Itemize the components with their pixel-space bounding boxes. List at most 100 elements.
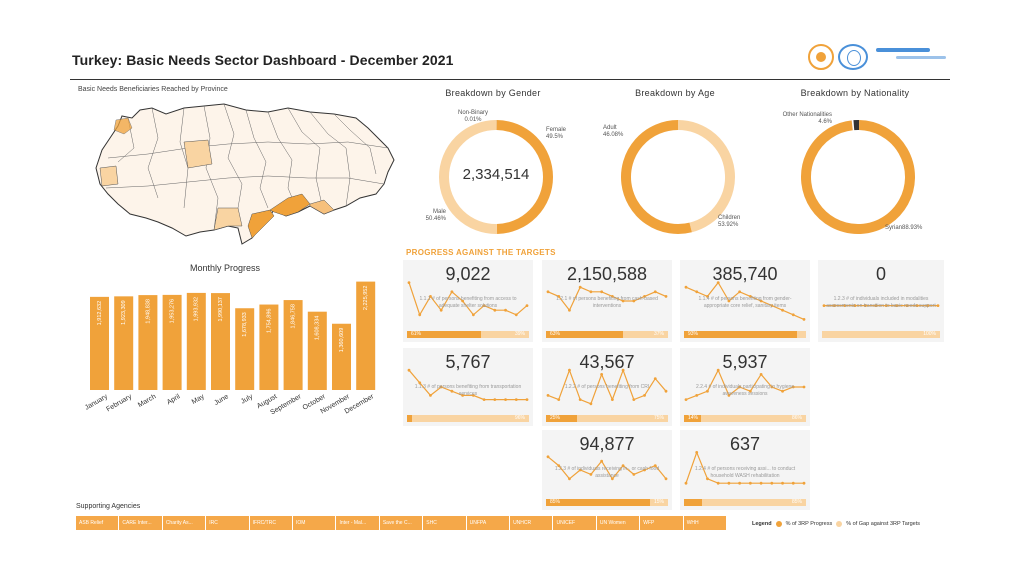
monthly-bar-value-label: 1,360,609 xyxy=(339,328,345,352)
monthly-bar xyxy=(90,296,109,390)
legend: Legend % of 3RP Progress % of Gap agains… xyxy=(752,521,920,527)
indicator-card[interactable]: 5,767 1.1.3 # of persons benefiting from … xyxy=(403,348,533,426)
monthly-bar-value-label: 1,923,309 xyxy=(121,300,127,324)
indicator-card[interactable]: 9,022 1.1.1 # of persons benefiting from … xyxy=(403,260,533,342)
indicator-progress-bar: 85% 15% xyxy=(546,499,668,506)
indicator-gap-pct: 96% xyxy=(514,415,525,421)
indicator-description: 1.2.3 # of individuals included in modal… xyxy=(826,296,936,309)
agency-item[interactable]: Inter - Mal... xyxy=(336,516,379,530)
agency-item[interactable]: Charity As... xyxy=(162,516,206,530)
monthly-bar xyxy=(138,295,158,390)
monthly-bar xyxy=(332,323,351,390)
indicator-trend-chart xyxy=(407,368,529,401)
agency-item[interactable]: Save the C... xyxy=(379,516,423,530)
indicator-card[interactable]: 637 1.2.4 # of persons receiving assi... … xyxy=(680,430,810,510)
indicator-trend-chart xyxy=(684,450,806,485)
indicator-gap-pct: 37% xyxy=(653,331,664,337)
agency-item[interactable]: UNICEF xyxy=(553,516,596,530)
indicator-progress-bar: 14% 86% xyxy=(684,415,806,422)
monthly-bar xyxy=(162,294,182,390)
monthly-bar xyxy=(259,304,279,390)
donut-slice xyxy=(677,120,735,233)
indicator-progress-bar: 85% xyxy=(684,499,806,506)
indicator-value: 43,567 xyxy=(579,352,635,372)
progress-section-title: PROGRESS AGAINST THE TARGETS xyxy=(406,248,556,257)
monthly-bar-value-label: 1,990,137 xyxy=(218,297,224,321)
gender-female-label: Female 49.5% xyxy=(546,127,567,141)
indicator-description: 1.2.2 # of persons benefiting from CRI xyxy=(564,384,650,390)
gender-male-label: Male 50.46% xyxy=(425,209,446,223)
map-highlight-izmir xyxy=(99,165,119,187)
legend-label: Legend xyxy=(752,521,772,527)
monthly-bar xyxy=(235,308,255,390)
turkey-province-map[interactable] xyxy=(88,98,398,248)
gender-breakdown-title: Breakdown by Gender xyxy=(445,88,541,98)
agency-item[interactable]: CARE Inter... xyxy=(119,516,162,530)
agency-item[interactable]: UN Women xyxy=(596,516,640,530)
indicator-trend-chart xyxy=(546,455,668,481)
indicator-progress-pct: 61% xyxy=(411,331,422,337)
monthly-bar xyxy=(356,281,376,390)
indicator-progress-bar: 61% 39% xyxy=(407,331,529,338)
indicator-progress-pct: 25% xyxy=(550,415,561,421)
map-highlight-gaziantep xyxy=(269,193,311,217)
indicator-progress-pct: 85% xyxy=(550,499,561,505)
monthly-category-label: April xyxy=(166,393,182,406)
agency-item[interactable]: IRC xyxy=(206,516,249,530)
legend-progress-label: % of 3RP Progress xyxy=(785,521,833,527)
indicator-progress-pct: 14% xyxy=(688,415,699,421)
agency-item[interactable]: IOM xyxy=(293,516,336,530)
monthly-progress-title: Monthly Progress xyxy=(190,263,261,273)
monthly-category-label: February xyxy=(105,393,133,413)
map-title: Basic Needs Beneficiaries Reached by Pro… xyxy=(78,86,228,93)
un-logo-icon xyxy=(838,44,868,70)
indicator-gap-pct: 75% xyxy=(653,415,664,421)
map-highlight-ankara xyxy=(183,139,213,169)
indicator-trend-chart xyxy=(546,285,668,312)
indicator-card[interactable]: 94,877 1.2.3 # of individuals receiving i… xyxy=(542,430,672,510)
agency-item[interactable]: WFP xyxy=(640,516,683,530)
legend-progress-swatch xyxy=(775,521,782,527)
monthly-bar-value-label: 1,993,932 xyxy=(194,297,200,321)
indicator-card[interactable]: 2,150,588 1.2.1 # of persons benefiting f… xyxy=(542,260,672,342)
agency-item[interactable]: UNHCR xyxy=(510,516,553,530)
indicator-progress-bar: 100% xyxy=(822,331,940,338)
age-adult-label: Adult 46.08% xyxy=(603,125,624,139)
indicator-gap-pct: 39% xyxy=(514,331,525,337)
agency-item[interactable]: SHC xyxy=(423,516,466,530)
monthly-bar-value-label: 1,953,276 xyxy=(170,299,176,323)
monthly-category-label: March xyxy=(137,393,157,409)
monthly-bar-value-label: 1,948,838 xyxy=(145,299,151,323)
indicator-value: 9,022 xyxy=(445,264,491,284)
agency-item[interactable]: IFRC/TRC xyxy=(249,516,293,530)
agency-item[interactable]: UNFPA xyxy=(466,516,510,530)
age-breakdown-title: Breakdown by Age xyxy=(635,88,715,98)
agencies-list: ASB Relief CARE Inter... Charity As... I… xyxy=(76,516,727,530)
age-children-label: Children 53.92% xyxy=(718,215,741,229)
indicator-card[interactable]: 43,567 1.2.2 # of persons benefiting from… xyxy=(542,348,672,426)
map-highlight-sanliurfa xyxy=(309,199,335,215)
indicator-progress-bar: 25% 75% xyxy=(546,415,668,422)
indicator-trend-chart xyxy=(546,368,668,406)
indicator-description: 1.1.1 # of persons benefiting from acces… xyxy=(419,296,517,309)
legend-gap-label: % of Gap against 3RP Targets xyxy=(846,521,921,527)
indicator-card[interactable]: 385,740 1.1.4 # of persons benefiting fro… xyxy=(680,260,810,342)
agency-item[interactable]: WHH xyxy=(683,516,727,530)
nationality-syrian-label: Syrian88.93% xyxy=(885,225,923,231)
indicator-description: 1.1.3 # of persons benefiting from trans… xyxy=(414,384,522,397)
agency-item[interactable]: ASB Relief xyxy=(76,516,119,530)
gender-donut-chart xyxy=(439,119,553,234)
donut-slice xyxy=(439,120,498,234)
indicator-card[interactable]: 5,937 2.2.4 # of individuals participatin… xyxy=(680,348,810,426)
monthly-bar-value-label: 2,225,952 xyxy=(363,286,369,310)
monthly-bar-value-label: 1,754,896 xyxy=(266,309,272,333)
map-highlight-hatay xyxy=(247,209,275,239)
age-donut-chart xyxy=(621,120,735,234)
nationality-breakdown-title: Breakdown by Nationality xyxy=(800,88,910,98)
monthly-bar xyxy=(307,311,327,390)
indicator-gap-pct: 100% xyxy=(923,331,936,337)
indicator-card[interactable]: 0 1.2.3 # of individuals included in moda… xyxy=(818,260,944,342)
legend-gap-swatch xyxy=(836,521,843,527)
monthly-bar xyxy=(186,292,206,390)
nationality-donut-chart xyxy=(801,120,915,234)
